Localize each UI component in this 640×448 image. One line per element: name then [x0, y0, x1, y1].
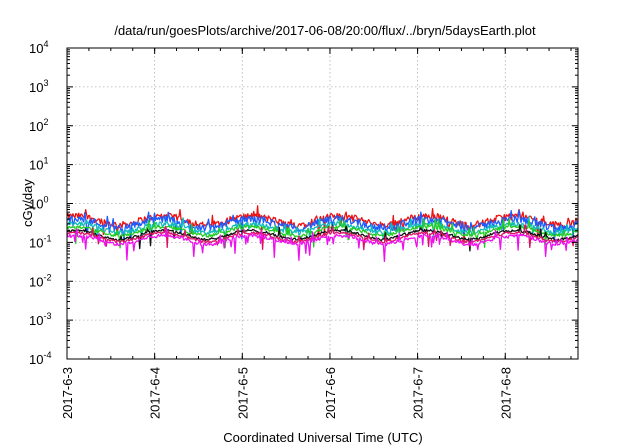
y-tick-label: 103	[29, 78, 48, 95]
y-tick-label: 104	[29, 39, 48, 56]
x-axis-label: Coordinated Universal Time (UTC)	[223, 430, 422, 445]
grid-layer	[67, 48, 578, 359]
chart-title: /data/run/goesPlots/archive/2017-06-08/2…	[114, 23, 536, 38]
x-tick-label: 2017-6-8	[498, 367, 513, 419]
series-layer	[66, 205, 579, 263]
y-axis-label: cGy/day	[20, 179, 35, 227]
y-tick-label: 101	[29, 156, 48, 173]
series-line	[66, 224, 579, 252]
y-tick-label: 10-3	[29, 311, 51, 328]
x-tick-label: 2017-6-4	[148, 367, 163, 419]
tick-layer	[66, 47, 578, 360]
series-line	[66, 227, 579, 263]
y-tick-label: 102	[29, 117, 48, 134]
x-tick-label: 2017-6-6	[323, 367, 338, 419]
series-line	[66, 218, 579, 249]
x-tick-label: 2017-6-5	[235, 367, 250, 419]
x-tick-label: 2017-6-7	[411, 367, 426, 419]
y-tick-label: 10-4	[29, 350, 51, 367]
x-tick-label: 2017-6-3	[60, 367, 75, 419]
y-tick-label: 10-1	[29, 233, 51, 250]
y-tick-label: 10-2	[29, 272, 51, 289]
